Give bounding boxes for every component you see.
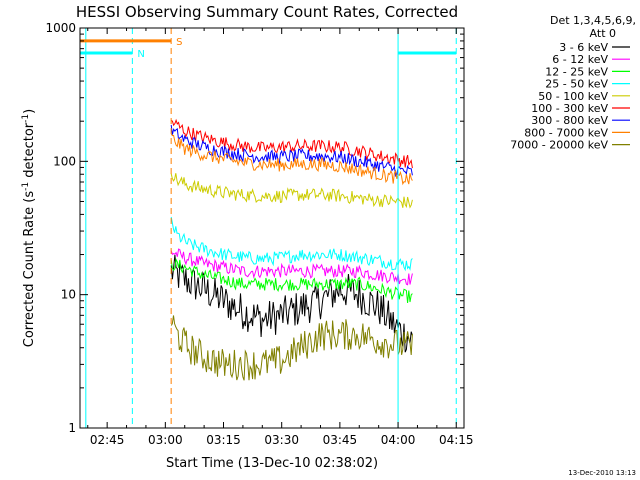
- y-tick-label: 1: [68, 421, 76, 435]
- series-line: [170, 133, 413, 186]
- y-axis-label: Corrected Count Rate (s-1 detector-1): [21, 109, 37, 347]
- x-tick-label: 02:45: [90, 433, 125, 447]
- flag-label: N: [137, 49, 144, 60]
- axis-layer: 02:45 03:00 03:15 03:30 03:45 04:00 04:15 1 10 10…: [45, 21, 473, 447]
- y-tick-label: 100: [53, 154, 76, 168]
- legend-label: 800 - 7000 keV: [524, 126, 608, 139]
- legend-label: 6 - 12 keV: [552, 53, 608, 66]
- y-axis-label-superscript: -1: [21, 114, 31, 123]
- y-axis-label-superscript: -1: [21, 182, 31, 191]
- x-tick-label: 03:45: [323, 433, 358, 447]
- footer-date: 13-Dec-2010 13:13: [568, 469, 636, 477]
- series-line: [170, 254, 413, 353]
- legend-label: 300 - 800 keV: [531, 114, 608, 127]
- y-axis-label-part: detector: [22, 122, 37, 182]
- x-tick-label: 04:00: [381, 433, 416, 447]
- chart-title: HESSI Observing Summary Count Rates, Cor…: [76, 3, 458, 21]
- series-line: [170, 315, 413, 381]
- y-tick-label: 10: [61, 288, 76, 302]
- legend-subtitle: Att 0: [590, 27, 616, 40]
- legend-label: 50 - 100 keV: [538, 90, 608, 103]
- x-tick-label: 03:00: [148, 433, 183, 447]
- series-line: [170, 248, 413, 286]
- series-line: [170, 173, 413, 209]
- marker-layer: [85, 28, 457, 428]
- y-axis-label-part: ): [22, 109, 37, 114]
- legend-label: 100 - 300 keV: [531, 102, 608, 115]
- series-line: [170, 118, 413, 169]
- x-tick-label: 03:15: [206, 433, 241, 447]
- series-line: [170, 216, 413, 272]
- x-axis-label: Start Time (13-Dec-10 02:38:02): [166, 456, 378, 471]
- plot-frame: [79, 27, 465, 429]
- series-line: [170, 258, 413, 304]
- y-tick-label: 1000: [45, 21, 76, 35]
- legend-title: Det 1,3,4,5,6,9,: [550, 14, 636, 27]
- x-tick-label: 03:30: [264, 433, 299, 447]
- flag-label: S: [176, 37, 182, 48]
- x-tick-label: 04:15: [439, 433, 474, 447]
- series-layer: [170, 118, 413, 381]
- y-axis-label-part: Corrected Count Rate (s: [22, 191, 37, 348]
- legend-label: 12 - 25 keV: [545, 65, 608, 78]
- legend-label: 3 - 6 keV: [559, 41, 608, 54]
- legend-label: 25 - 50 keV: [545, 78, 608, 91]
- legend-label: 7000 - 20000 keV: [510, 139, 608, 152]
- flag-layer: NS: [80, 37, 457, 60]
